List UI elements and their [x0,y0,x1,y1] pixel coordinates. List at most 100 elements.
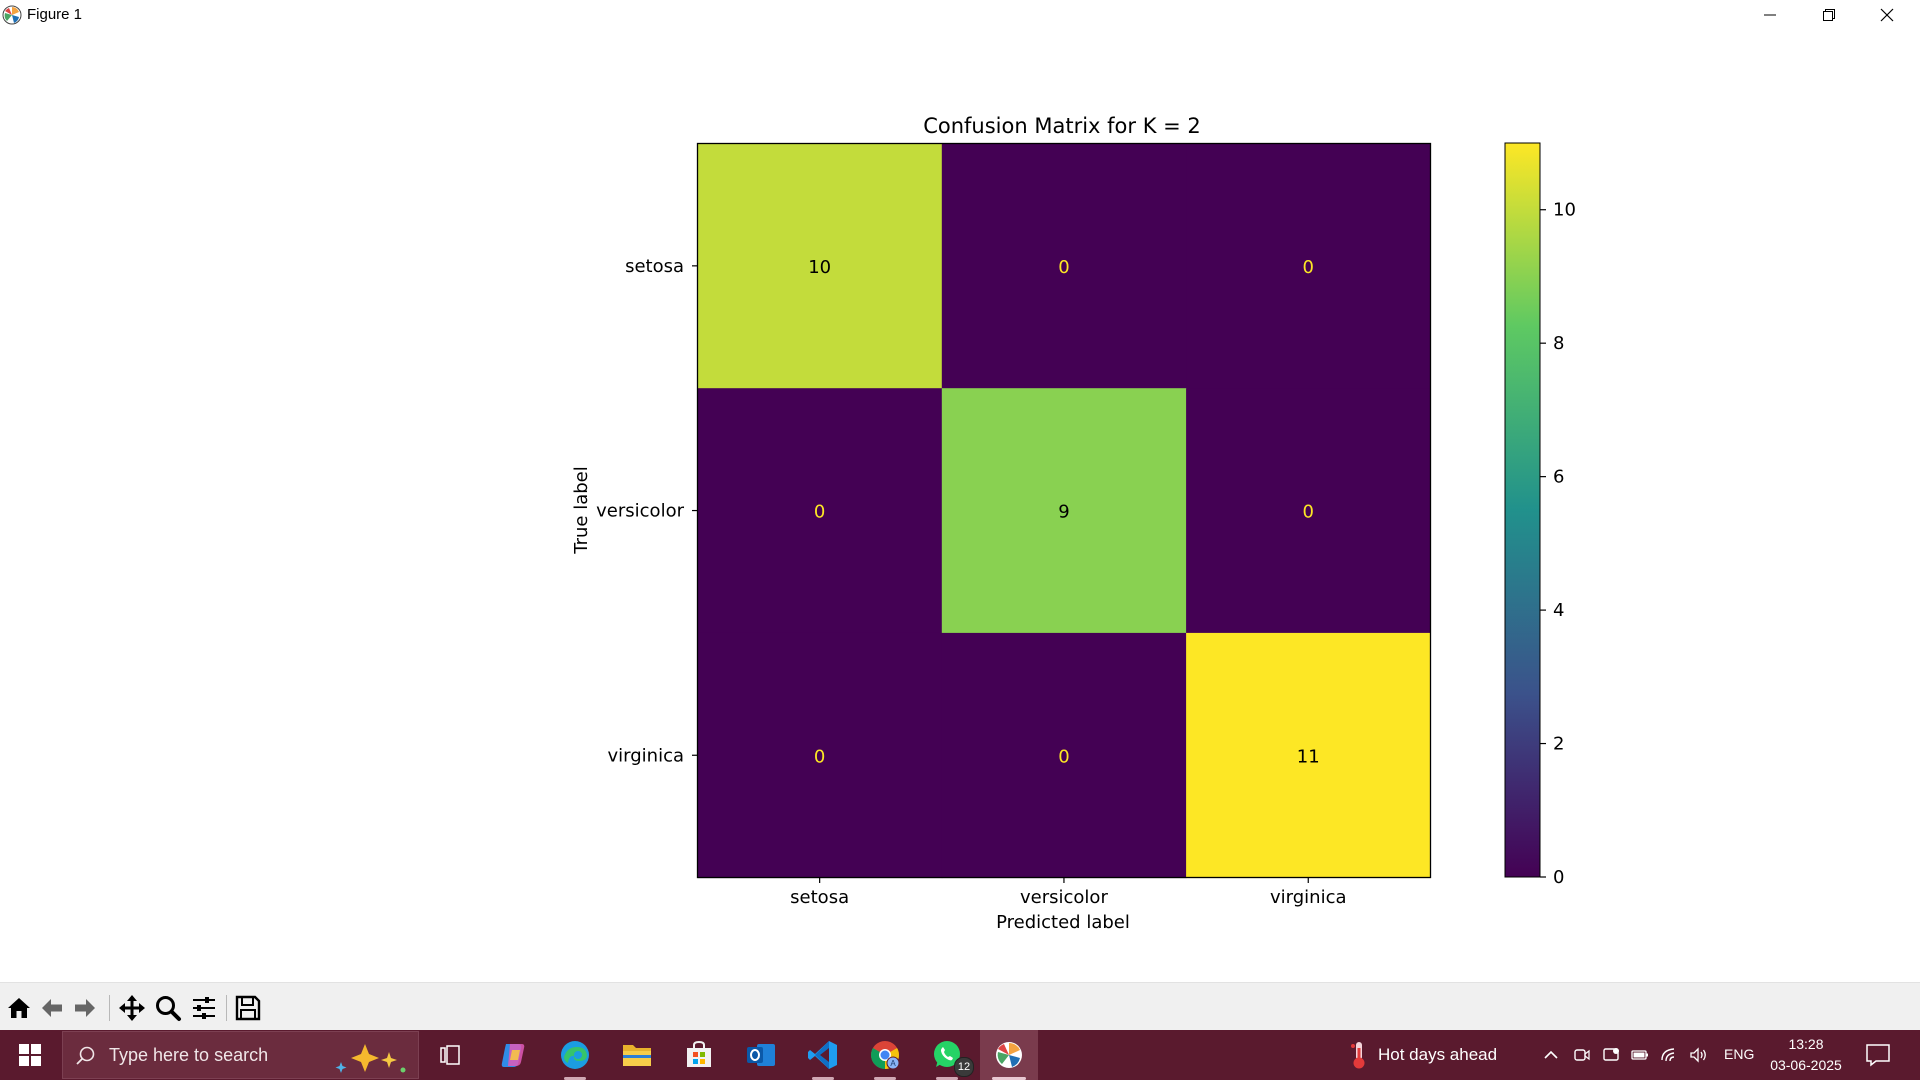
whatsapp-badge: 12 [954,1057,974,1077]
back-icon [42,999,62,1017]
outlook-icon [747,1044,775,1066]
matrix-cell [941,388,1187,634]
show-hidden-icons-button[interactable] [1540,1044,1562,1066]
matrix-cell [941,632,1187,879]
taskbar: Type here to search [0,1030,1920,1080]
colorbar-tick-label: 2 [1553,734,1564,755]
chrome-icon: A [871,1041,900,1070]
taskbar-clock[interactable]: 13:28 03-06-2025 [1768,1034,1844,1076]
taskbar-app-microsoft-store[interactable] [670,1030,728,1080]
matrix-cell-value: 0 [814,746,825,767]
colorbar [1504,142,1541,878]
taskbar-app-vscode[interactable] [794,1030,852,1080]
matrix-cell [697,143,943,389]
tray-volume[interactable] [1688,1044,1710,1066]
running-indicator [812,1077,834,1080]
x-tick-label: virginica [1270,887,1347,908]
minimize-button[interactable] [1741,0,1799,30]
pan-icon [119,995,145,1021]
running-indicator [936,1077,958,1080]
language-indicator[interactable]: ENG [1724,1046,1755,1062]
camera-icon [1574,1049,1590,1061]
whatsapp-icon [934,1041,960,1067]
matrix-cell-value: 0 [1058,746,1069,767]
active-indicator [992,1077,1026,1080]
back-button[interactable] [36,993,68,1023]
battery-icon [1631,1050,1648,1060]
matrix-cell-value: 11 [1297,746,1320,767]
tray-battery[interactable] [1629,1044,1651,1066]
forward-button[interactable] [69,993,101,1023]
colorbar-tick-label: 8 [1553,333,1564,354]
pan-button[interactable] [116,993,148,1023]
taskbar-app-matplotlib-figure[interactable] [980,1030,1038,1080]
taskbar-app-file-explorer[interactable] [608,1030,666,1080]
taskbar-app-outlook[interactable] [732,1030,790,1080]
running-indicator [564,1077,586,1080]
x-axis-label: Predicted label [996,912,1130,933]
zoom-button[interactable] [152,993,184,1023]
matrix-cell [1186,143,1431,389]
forward-icon [75,999,95,1017]
taskbar-search-box[interactable]: Type here to search [62,1031,419,1079]
matplotlib-icon [2,5,22,25]
y-tick-label: versicolor [596,501,684,522]
tray-network[interactable] [1659,1044,1681,1066]
taskbar-app-copilot[interactable] [484,1030,542,1080]
task-view-button[interactable] [421,1030,479,1080]
matplotlib-figure-icon [996,1042,1022,1068]
taskbar-app-chrome[interactable]: A [856,1030,914,1080]
matrix-cell-value: 9 [1058,502,1069,523]
colorbar-tick-label: 4 [1553,600,1564,621]
matrix-cell [1186,388,1431,634]
taskbar-app-whatsapp[interactable]: 12 [918,1030,976,1080]
colorbar-tick-label: 6 [1553,467,1564,488]
svg-text:A: A [890,1059,896,1068]
toolbar-separator [226,995,227,1021]
navigation-toolbar [0,982,1920,1031]
running-indicator [874,1077,896,1080]
matrix-cell [941,143,1187,389]
tray-notification-app[interactable] [1600,1044,1622,1066]
figure-canvas[interactable]: Confusion Matrix for K = 2 10 0 0 0 9 0 0 0 11 s… [0,30,1920,982]
weather-widget[interactable]: Hot days ahead [1350,1030,1497,1080]
matrix-cell-value: 0 [1058,257,1069,278]
minimize-icon [1764,14,1776,16]
volume-icon [1690,1047,1706,1063]
close-button[interactable] [1858,0,1916,30]
y-axis-ticks: setosa versicolor virginica [596,256,698,766]
microsoft-store-icon [687,1040,711,1067]
chart-title: Confusion Matrix for K = 2 [923,114,1201,138]
matrix-cell-value: 10 [808,257,831,278]
save-button[interactable] [232,993,264,1023]
configure-subplots-icon [193,997,215,1019]
close-icon [1880,8,1894,22]
vscode-icon [808,1041,837,1069]
tray-meet-now[interactable] [1571,1044,1593,1066]
matrix-cell [697,388,943,634]
restore-icon [1823,9,1835,21]
wifi-icon [1661,1048,1675,1062]
start-button[interactable] [0,1030,60,1080]
x-axis-ticks: setosa versicolor virginica [790,877,1347,908]
x-tick-label: versicolor [1020,887,1108,908]
colorbar-ticks: 0 2 4 6 8 10 [1540,200,1576,888]
edge-icon [561,1041,589,1069]
maximize-button[interactable] [1800,0,1858,30]
y-tick-label: virginica [608,745,685,766]
matrix-cell-labels: 10 0 0 0 9 0 0 0 11 [808,257,1320,767]
taskbar-app-edge[interactable] [546,1030,604,1080]
copilot-icon [501,1044,525,1067]
home-button[interactable] [3,993,35,1023]
colorbar-tick-label: 0 [1553,867,1564,888]
zoom-icon [156,996,181,1021]
y-axis-label: True label [571,466,592,555]
weather-text: Hot days ahead [1378,1045,1498,1064]
matrix-cell [697,632,943,879]
matrix-cells [697,143,1431,879]
notification-center-icon[interactable] [1864,1042,1892,1068]
clock-time: 13:28 [1788,1036,1824,1052]
matrix-cell-value: 0 [1303,257,1314,278]
x-tick-label: setosa [790,887,849,908]
configure-subplots-button[interactable] [188,993,220,1023]
